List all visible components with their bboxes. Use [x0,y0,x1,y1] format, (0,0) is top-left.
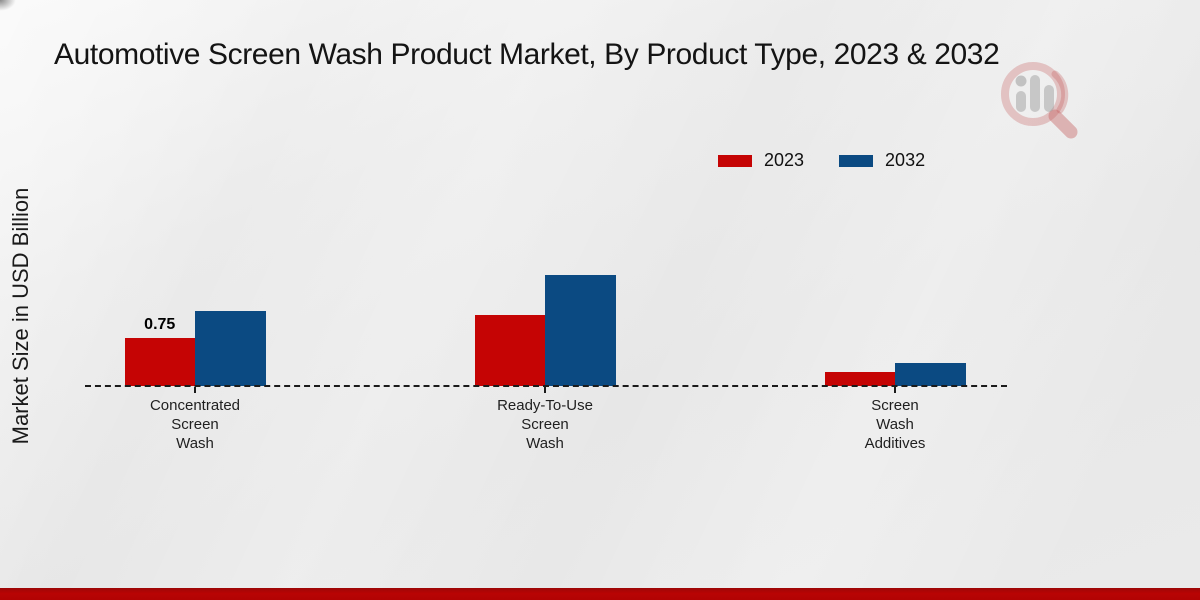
legend-item-2032: 2032 [839,150,925,171]
legend-item-2023: 2023 [718,150,804,171]
bar-2023-concentrated-screen-wash [124,338,195,386]
bar-2023-ready-to-use-screen-wash [474,314,545,386]
axis-tick [894,387,896,393]
watermark-logo-icon [1001,62,1078,139]
bottom-accent-band [0,588,1200,600]
category-label-1: Concentrated Screen Wash [149,397,241,452]
corner-artifact [0,0,16,11]
legend-label-2032: 2032 [885,150,926,170]
axis-tick [544,387,546,393]
axis-tick [194,387,196,393]
category-label-2: Ready-To-Use Screen Wash [497,397,593,452]
bar-value-label: 0.75 [144,316,176,334]
bar-2032-ready-to-use-screen-wash [545,274,616,386]
category-label-3: Screen Wash Additives [864,397,926,452]
legend: 2023 2032 [718,150,925,171]
legend-swatch-2032 [839,154,874,167]
legend-label-2023: 2023 [764,150,805,170]
legend-swatch-2023 [718,154,752,167]
x-axis-baseline [85,385,1007,387]
bar-2032-screen-wash-additives [895,363,966,386]
bar-2032-concentrated-screen-wash [195,311,266,386]
bar-2023-screen-wash-additives [824,372,895,386]
chart-title: Automotive Screen Wash Product Market, B… [54,38,1000,71]
